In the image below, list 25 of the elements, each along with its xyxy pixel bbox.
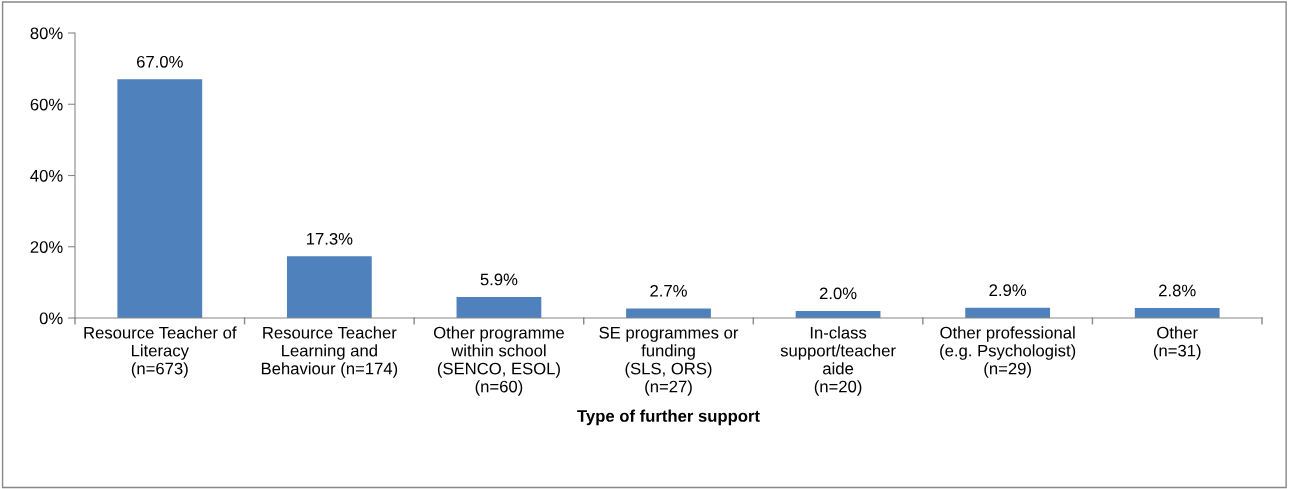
data-label: 2.0% [819, 287, 857, 300]
x-axis-title: Type of further support [577, 409, 760, 426]
y-tick-label: 80% [30, 27, 63, 40]
y-tick-label: 60% [30, 98, 63, 111]
y-tick-label: 0% [39, 312, 63, 325]
x-tick-label: SE programmes or funding (SLS, ORS) (n=27) [599, 326, 739, 396]
x-tick-label: Other programme within school (SENCO, ESOL) (n=60) [433, 326, 564, 396]
data-label: 2.7% [650, 284, 687, 297]
x-tick-label: Resource Teacher Learning and Behaviour (n=174) [261, 326, 398, 378]
bar [626, 308, 711, 318]
data-label: 5.9% [480, 273, 518, 286]
bar [117, 79, 203, 318]
bar [1134, 308, 1220, 318]
data-label: 2.8% [1159, 284, 1196, 297]
data-label: 67.0% [137, 55, 183, 68]
bar [456, 296, 542, 318]
data-label: 2.9% [989, 284, 1027, 297]
x-tick-label: Resource Teacher of Literacy (n=673) [84, 326, 237, 378]
bar [286, 256, 372, 318]
x-tick-label: Other (n=31) [1153, 326, 1201, 360]
y-tick-label: 20% [30, 241, 63, 253]
x-tick-label: In-class support/teacher aide (n=20) [780, 326, 896, 396]
y-tick-label: 40% [30, 169, 63, 182]
data-label: 17.3% [307, 232, 353, 245]
x-tick-label: Other professional (e.g. Psychologist) (n=29) [940, 326, 1076, 378]
